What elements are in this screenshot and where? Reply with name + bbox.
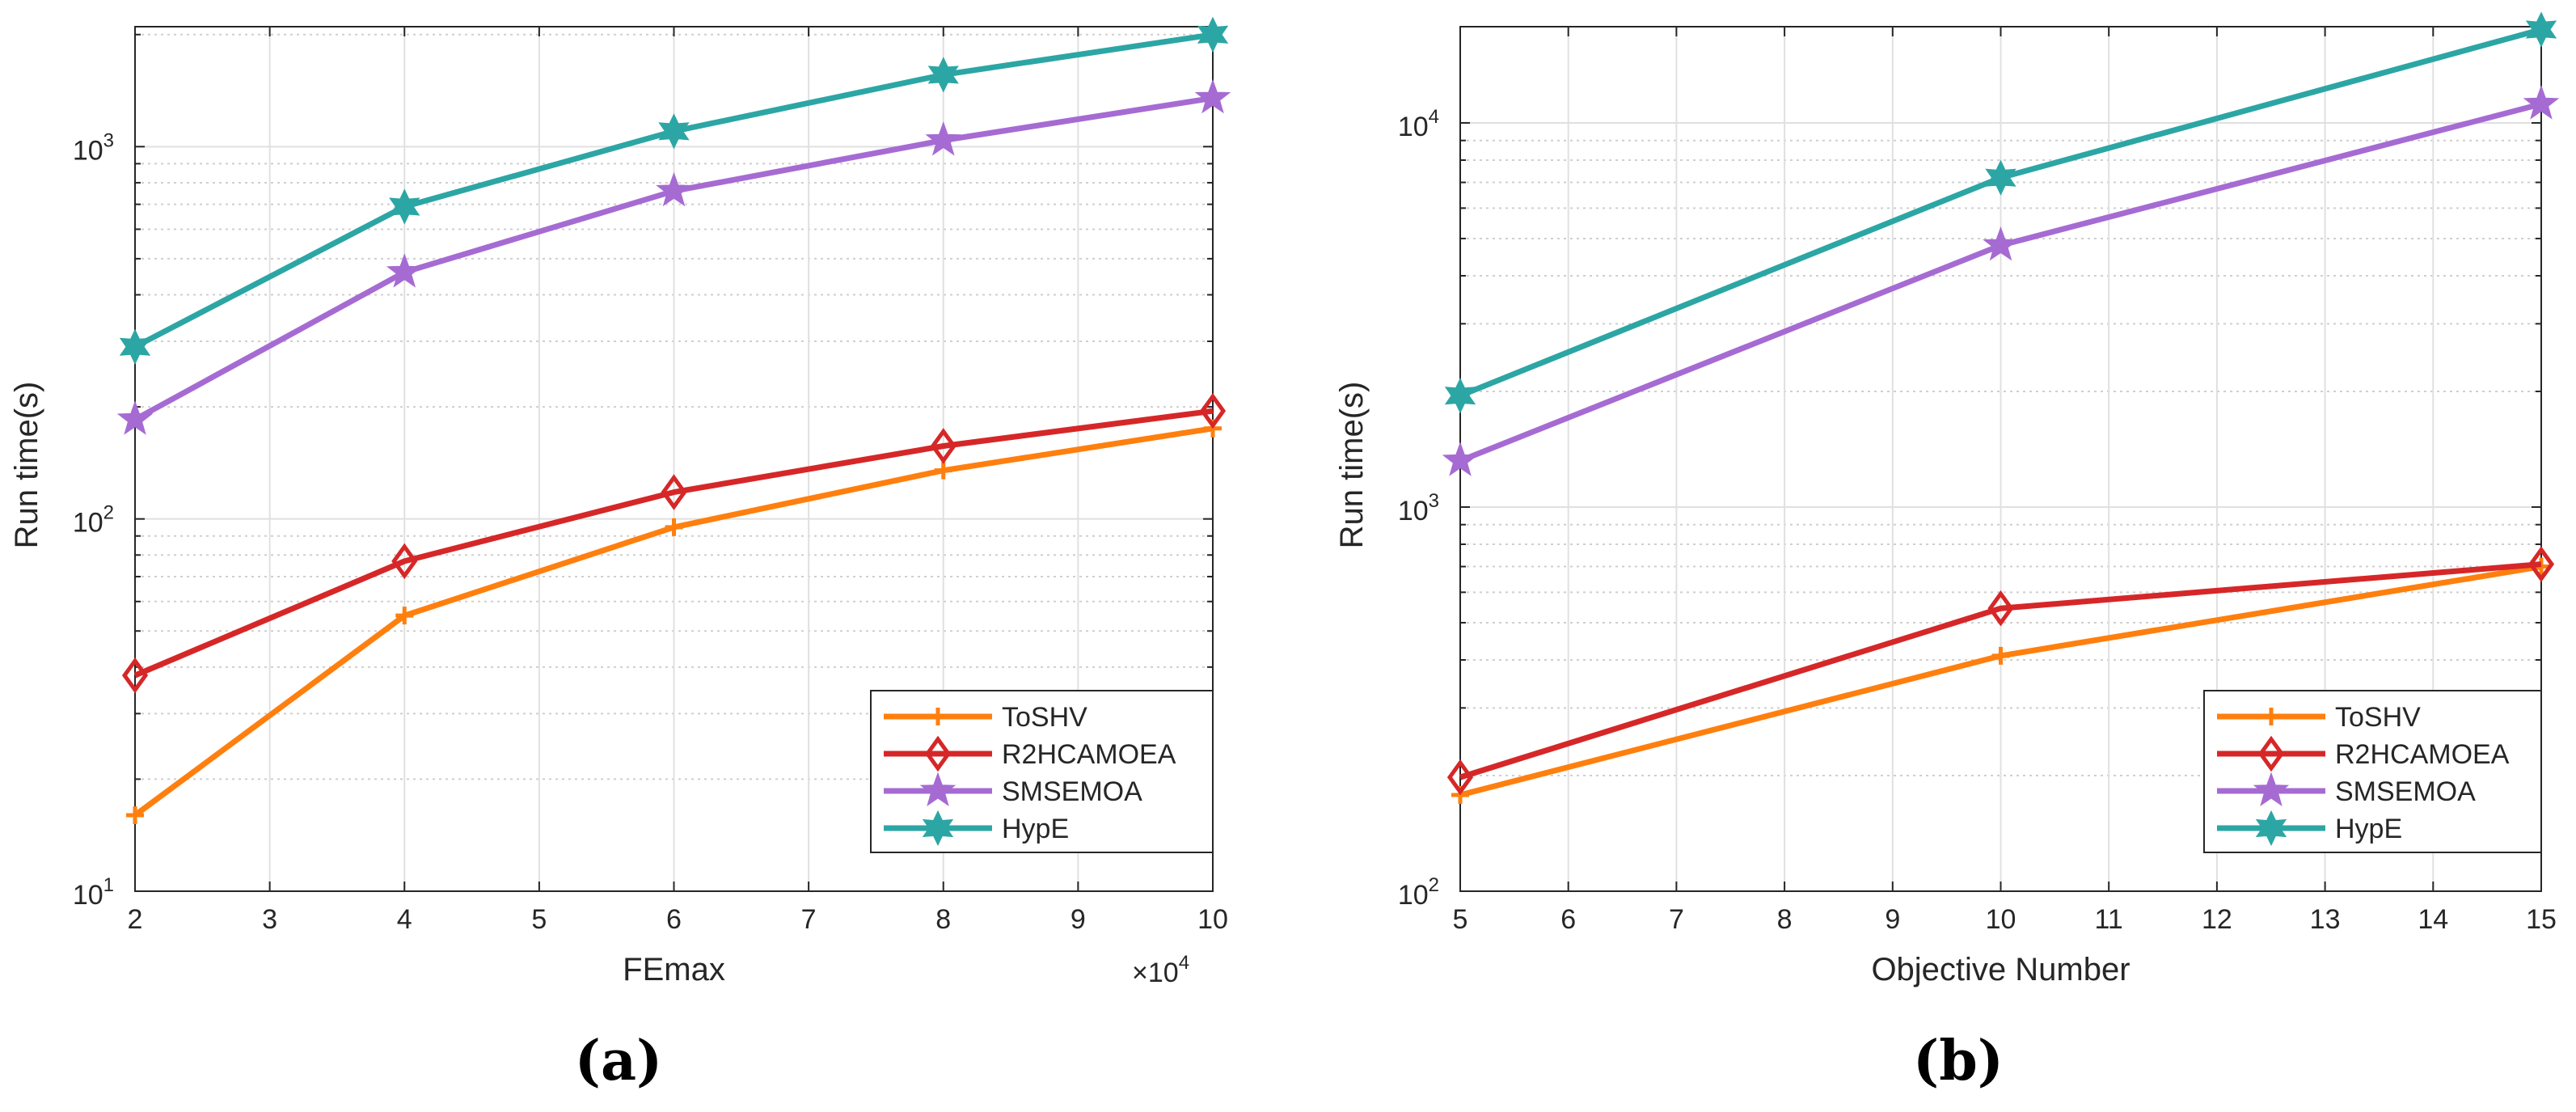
panel-caption: (a) xyxy=(575,1029,662,1093)
x-tick-label: 11 xyxy=(2095,904,2123,935)
data-point xyxy=(1991,646,2010,665)
data-point xyxy=(656,171,692,207)
data-point xyxy=(1199,392,1227,429)
series-line xyxy=(133,408,1214,679)
x-exponent-label: ×104 xyxy=(1132,952,1189,988)
x-tick-label: 5 xyxy=(1453,904,1468,935)
x-ticks: 5 6 7 8 9 10 11 12 13 14 15 xyxy=(1453,27,2557,935)
legend-marker xyxy=(924,735,952,772)
data-point xyxy=(930,428,956,464)
data-point xyxy=(116,400,154,435)
x-tick-label: 9 xyxy=(1071,904,1086,935)
data-point xyxy=(1197,16,1229,53)
data-point xyxy=(1442,442,1479,476)
x-tick-label: 10 xyxy=(1986,904,2016,935)
series-line xyxy=(1459,561,2542,780)
x-ticks: 2 3 4 5 6 7 8 9 10 xyxy=(128,27,1228,935)
legend-marker xyxy=(929,708,947,725)
data-point xyxy=(925,121,962,156)
legend-label: ToSHV xyxy=(1002,702,1087,733)
data-point xyxy=(661,474,687,510)
legend-marker xyxy=(2262,708,2280,725)
x-tick-label: 5 xyxy=(531,904,547,935)
data-point xyxy=(119,328,151,365)
legend-marker xyxy=(922,810,954,847)
x-tick-label: 13 xyxy=(2310,904,2341,935)
series-smsemoa xyxy=(116,78,1231,435)
data-point xyxy=(391,543,418,580)
series-hype xyxy=(119,16,1229,365)
data-point xyxy=(1987,590,2014,627)
chart-panel-b: 5 6 7 8 9 10 11 12 13 14 15 102 103 104 Objective Numb… xyxy=(1334,11,2560,1093)
data-point xyxy=(934,461,952,480)
x-tick-label: 8 xyxy=(1777,904,1793,935)
x-tick-label: 8 xyxy=(935,904,951,935)
x-tick-label: 4 xyxy=(397,904,412,935)
data-point xyxy=(2523,85,2560,120)
y-tick-label: 103 xyxy=(1398,490,1439,526)
chart-panel-a: 2 3 4 5 6 7 8 9 10 101 102 103 ×104 FEmax Run time(s) T… xyxy=(9,16,1231,1093)
legend-label: ToSHV xyxy=(2335,702,2421,733)
data-point xyxy=(658,113,690,150)
legend-marker xyxy=(919,772,956,806)
x-tick-label: 15 xyxy=(2526,904,2557,935)
data-point xyxy=(395,607,414,625)
x-tick-label: 12 xyxy=(2202,904,2232,935)
panel-caption: (b) xyxy=(1913,1029,2004,1093)
series-hype xyxy=(1444,11,2557,414)
series-r2hcamoea xyxy=(1446,546,2555,796)
y-tick-label: 104 xyxy=(1398,106,1439,142)
y-axis-label: Run time(s) xyxy=(9,382,44,549)
legend-label: SMSEMOA xyxy=(1002,776,1142,807)
x-tick-label: 2 xyxy=(128,904,143,935)
data-point xyxy=(927,57,959,93)
y-ticks: 102 103 104 xyxy=(1398,106,2541,911)
legend-label: SMSEMOA xyxy=(2335,776,2476,807)
x-tick-label: 7 xyxy=(801,904,817,935)
x-tick-label: 6 xyxy=(1560,904,1576,935)
data-point xyxy=(126,806,144,825)
x-tick-label: 14 xyxy=(2418,904,2448,935)
x-tick-label: 7 xyxy=(1669,904,1684,935)
series-toshv xyxy=(126,419,1222,825)
y-ticks: 101 102 103 xyxy=(73,33,1213,911)
y-tick-label: 101 xyxy=(73,874,114,911)
x-axis-label: FEmax xyxy=(623,952,725,987)
legend: ToSHV R2HCAMOEA SMSEMOA HypE xyxy=(870,690,1214,853)
x-tick-label: 10 xyxy=(1197,904,1228,935)
data-point xyxy=(1194,78,1231,114)
data-point xyxy=(121,657,149,694)
data-point xyxy=(1444,378,1476,414)
legend-label: HypE xyxy=(2335,814,2402,844)
series-smsemoa xyxy=(1442,85,2560,476)
x-tick-label: 3 xyxy=(262,904,277,935)
data-point xyxy=(2527,546,2555,582)
data-point xyxy=(389,188,420,225)
y-tick-label: 102 xyxy=(73,502,114,539)
data-point xyxy=(386,253,423,288)
legend-marker xyxy=(2257,735,2285,772)
legend-label: R2HCAMOEA xyxy=(1002,739,1176,770)
legend-label: R2HCAMOEA xyxy=(2335,739,2510,770)
data-point xyxy=(1985,159,2016,196)
data-point xyxy=(1983,226,2019,261)
y-tick-label: 102 xyxy=(1398,874,1439,911)
y-tick-label: 103 xyxy=(73,129,114,166)
data-point xyxy=(665,518,683,536)
y-axis-label: Run time(s) xyxy=(1334,382,1370,549)
legend-label: HypE xyxy=(1002,814,1069,844)
x-tick-label: 9 xyxy=(1885,904,1900,935)
legend: ToSHV R2HCAMOEA SMSEMOA HypE xyxy=(2203,690,2542,853)
legend-marker xyxy=(2253,772,2290,806)
x-axis-label: Objective Number xyxy=(1871,952,2130,987)
legend-marker xyxy=(2255,810,2287,847)
series-r2hcamoea xyxy=(121,392,1227,694)
data-point xyxy=(2525,11,2557,48)
data-point xyxy=(1446,759,1474,796)
x-tick-label: 6 xyxy=(666,904,682,935)
